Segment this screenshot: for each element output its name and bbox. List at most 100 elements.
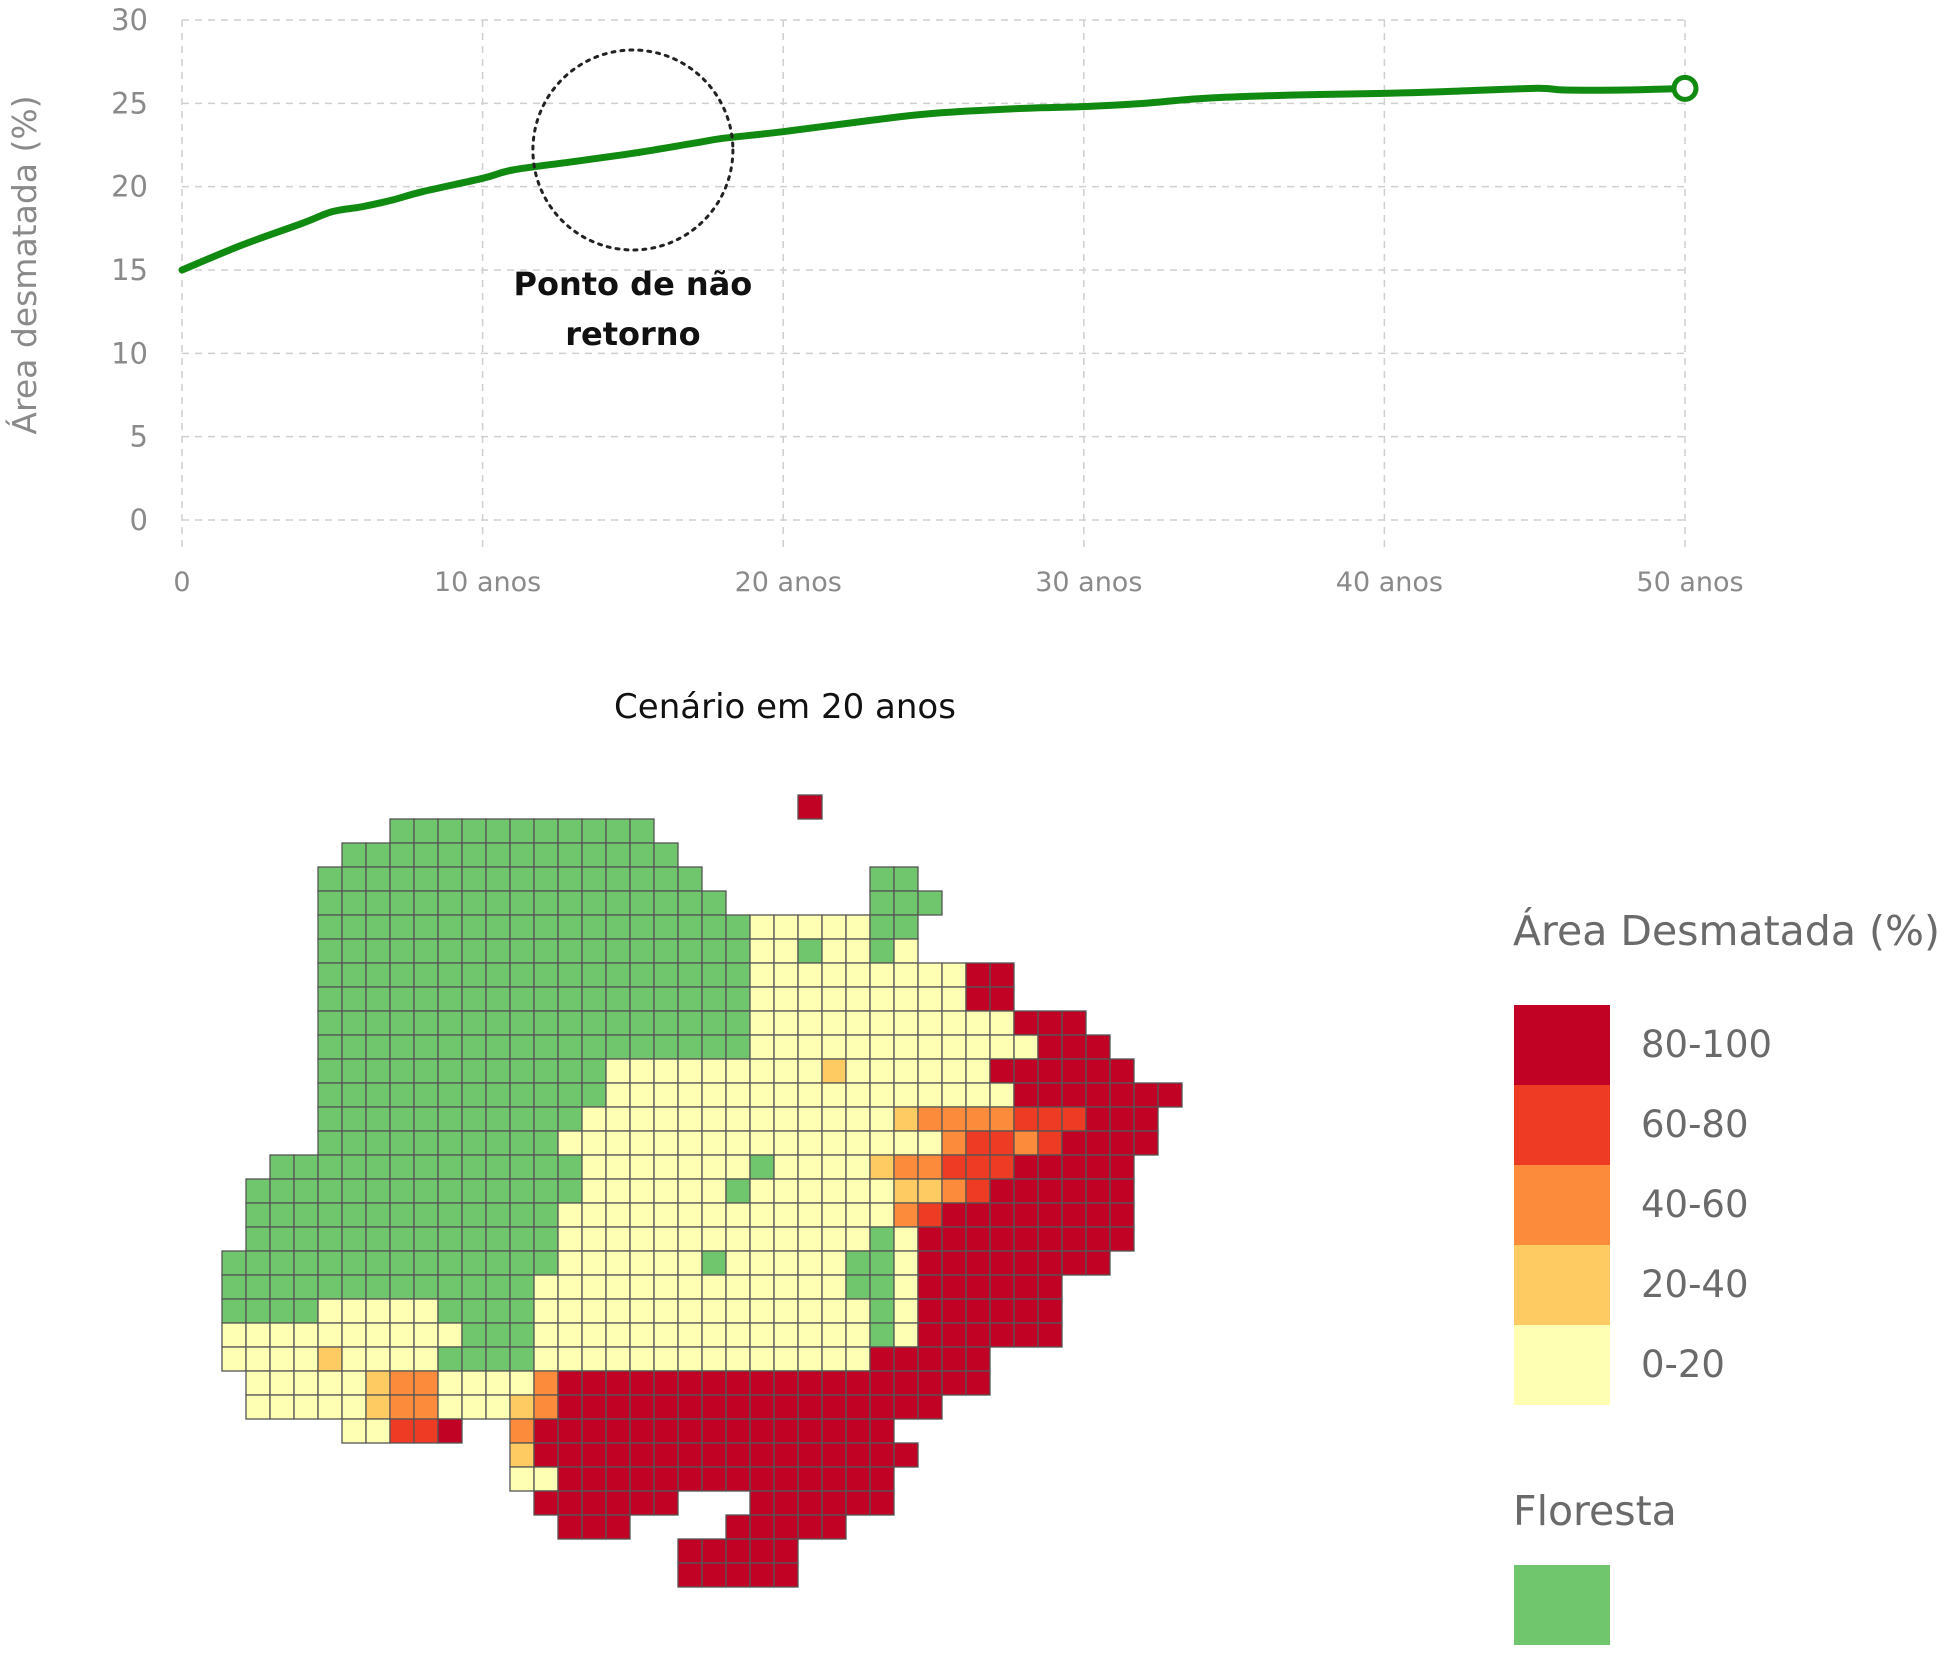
map-cell bbox=[605, 1058, 631, 1084]
map-cell bbox=[509, 890, 535, 916]
map-cell bbox=[797, 1514, 823, 1540]
map-cell bbox=[461, 1130, 487, 1156]
map-cell bbox=[797, 1058, 823, 1084]
map-cell bbox=[869, 1106, 895, 1132]
map-cell bbox=[821, 1298, 847, 1324]
map-cell bbox=[365, 1226, 391, 1252]
map-cell bbox=[389, 1370, 415, 1396]
map-cell bbox=[533, 1034, 559, 1060]
map-cell bbox=[413, 1418, 439, 1444]
map-cell bbox=[389, 986, 415, 1012]
map-cell bbox=[677, 1298, 703, 1324]
map-cell bbox=[629, 914, 655, 940]
map-cell bbox=[845, 1466, 871, 1492]
map-cell bbox=[725, 1178, 751, 1204]
map-cell bbox=[1133, 1106, 1159, 1132]
map-cell bbox=[605, 1274, 631, 1300]
map-cell bbox=[413, 914, 439, 940]
map-cell bbox=[845, 1274, 871, 1300]
map-cell bbox=[821, 938, 847, 964]
map-cell bbox=[797, 1490, 823, 1516]
map-cell bbox=[725, 1298, 751, 1324]
map-cell bbox=[869, 962, 895, 988]
map-cell bbox=[461, 1034, 487, 1060]
map-cell bbox=[341, 1106, 367, 1132]
map-cell bbox=[773, 1130, 799, 1156]
map-cell bbox=[653, 1010, 679, 1036]
map-cell bbox=[701, 1250, 727, 1276]
map-cell bbox=[509, 1442, 535, 1468]
map-cell bbox=[989, 1226, 1015, 1252]
map-cell bbox=[1013, 1010, 1039, 1036]
map-cell bbox=[773, 1202, 799, 1228]
map-cell bbox=[1037, 1130, 1063, 1156]
map-cell bbox=[653, 962, 679, 988]
map-cell bbox=[509, 1346, 535, 1372]
map-cell bbox=[893, 914, 919, 940]
map-cell bbox=[869, 914, 895, 940]
map-cell bbox=[557, 938, 583, 964]
map-cell bbox=[581, 962, 607, 988]
map-cell bbox=[677, 1394, 703, 1420]
map-cell bbox=[869, 1466, 895, 1492]
map-cell bbox=[797, 938, 823, 964]
map-cell bbox=[893, 1154, 919, 1180]
map-cell bbox=[965, 1106, 991, 1132]
map-cell bbox=[869, 1322, 895, 1348]
map-cell bbox=[629, 1466, 655, 1492]
map-cell bbox=[1013, 1274, 1039, 1300]
map-cell bbox=[773, 1322, 799, 1348]
map-cell bbox=[437, 1058, 463, 1084]
map-cell bbox=[557, 1034, 583, 1060]
map-cell bbox=[845, 1010, 871, 1036]
map-cell bbox=[941, 1274, 967, 1300]
map-cell bbox=[365, 1106, 391, 1132]
map-cell bbox=[1013, 1322, 1039, 1348]
map-cell bbox=[1157, 1082, 1183, 1108]
map-cell bbox=[437, 1274, 463, 1300]
map-cell bbox=[605, 1202, 631, 1228]
map-cell bbox=[725, 1370, 751, 1396]
map-cell bbox=[269, 1370, 295, 1396]
map-cell bbox=[797, 962, 823, 988]
map-cell bbox=[629, 1178, 655, 1204]
map-cell bbox=[821, 1346, 847, 1372]
map-cell bbox=[1085, 1154, 1111, 1180]
map-cell bbox=[509, 1370, 535, 1396]
map-cell bbox=[413, 962, 439, 988]
map-cell bbox=[701, 938, 727, 964]
map-cell bbox=[437, 842, 463, 868]
map-cell bbox=[653, 842, 679, 868]
map-cell bbox=[917, 1298, 943, 1324]
map-cell bbox=[725, 938, 751, 964]
map-cell bbox=[869, 986, 895, 1012]
map-cell bbox=[845, 1490, 871, 1516]
map-cell bbox=[557, 1466, 583, 1492]
map-cell bbox=[1109, 1082, 1135, 1108]
map-cell bbox=[989, 1058, 1015, 1084]
map-cell bbox=[485, 1034, 511, 1060]
map-cell bbox=[485, 818, 511, 844]
map-cell bbox=[605, 1298, 631, 1324]
map-cell bbox=[461, 1250, 487, 1276]
map-cell bbox=[1013, 1082, 1039, 1108]
map-cell bbox=[365, 914, 391, 940]
map-cell bbox=[485, 1346, 511, 1372]
map-cell bbox=[509, 1106, 535, 1132]
map-cell bbox=[581, 1298, 607, 1324]
map-cell bbox=[629, 1010, 655, 1036]
map-cell bbox=[605, 1514, 631, 1540]
map-cell bbox=[821, 962, 847, 988]
map-cell bbox=[701, 1346, 727, 1372]
map-cell bbox=[293, 1298, 319, 1324]
map-cell bbox=[677, 1202, 703, 1228]
map-cell bbox=[1109, 1154, 1135, 1180]
map-cell bbox=[341, 1322, 367, 1348]
map-cell bbox=[821, 1514, 847, 1540]
map-cell bbox=[845, 1418, 871, 1444]
map-cell bbox=[245, 1250, 271, 1276]
y-tick-label: 25 bbox=[111, 86, 148, 120]
map-cell bbox=[557, 1106, 583, 1132]
map-cell bbox=[509, 1130, 535, 1156]
map-cell bbox=[725, 1538, 751, 1564]
